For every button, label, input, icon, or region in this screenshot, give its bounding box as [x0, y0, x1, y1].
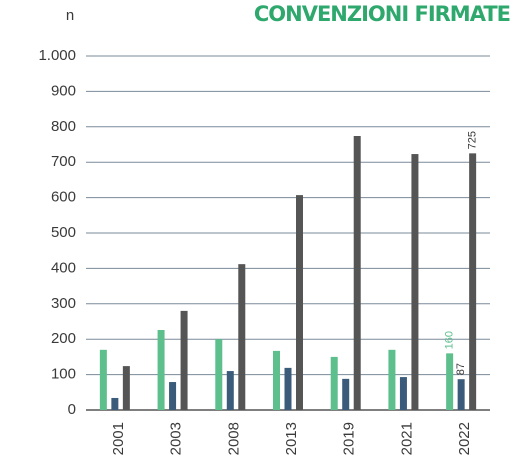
- data-label: 725: [467, 131, 479, 149]
- bar: [273, 350, 280, 410]
- bar: [388, 349, 396, 410]
- y-tick-label: 200: [51, 330, 76, 347]
- bar: [342, 378, 350, 410]
- bar: [446, 353, 454, 410]
- bar: [469, 153, 477, 410]
- bar: [353, 136, 361, 410]
- bar: [238, 264, 246, 410]
- bar: [296, 195, 303, 410]
- bar: [411, 154, 419, 410]
- bar: [122, 366, 130, 410]
- data-label: 160: [444, 331, 456, 349]
- x-tick-label: 2019: [341, 422, 358, 455]
- y-tick-label: 900: [51, 82, 76, 99]
- x-tick-label: 2001: [110, 422, 127, 455]
- y-tick-label: 800: [51, 118, 76, 135]
- bar: [284, 367, 292, 410]
- bar: [399, 377, 407, 410]
- y-tick-label: 600: [51, 189, 76, 206]
- y-axis-label: n: [66, 7, 74, 24]
- y-tick-label: 700: [51, 153, 76, 170]
- bar: [111, 397, 119, 410]
- bar: [226, 371, 234, 410]
- y-tick-label: 1.000: [38, 47, 76, 64]
- y-tick-label: 100: [51, 366, 76, 383]
- x-tick-label: 2022: [456, 422, 473, 455]
- x-tick-label: 2008: [225, 422, 242, 455]
- y-tick-label: 300: [51, 295, 76, 312]
- x-tick-label: 2021: [398, 422, 415, 455]
- bar: [457, 379, 465, 410]
- bar: [180, 310, 188, 410]
- bar: [330, 356, 338, 410]
- bar: [169, 382, 177, 410]
- y-tick-label: 500: [51, 224, 76, 241]
- bar: [99, 349, 107, 410]
- x-tick-label: 2003: [168, 422, 185, 455]
- chart-title: CONVENZIONI FIRMATE: [254, 2, 510, 26]
- y-tick-label: 400: [51, 259, 76, 276]
- bar: [215, 339, 223, 410]
- data-label: 87: [455, 363, 467, 375]
- x-tick-label: 2013: [283, 422, 300, 455]
- bar: [157, 329, 165, 410]
- y-tick-label: 0: [68, 401, 76, 418]
